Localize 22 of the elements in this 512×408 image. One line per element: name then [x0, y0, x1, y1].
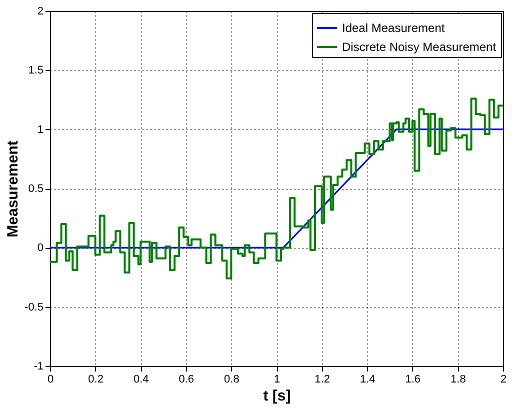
x-tick-label: 1.4 — [360, 374, 376, 386]
x-tick-label: 1.8 — [450, 374, 466, 386]
y-tick-label: 0.5 — [28, 183, 44, 195]
x-tick-label: 0.6 — [178, 374, 194, 386]
legend-label: Discrete Noisy Measurement — [342, 40, 497, 54]
y-tick-label: 1 — [37, 124, 44, 136]
y-tick-label: -1 — [34, 360, 44, 372]
x-tick-label: 0.2 — [88, 374, 104, 386]
x-tick-label: 0.4 — [133, 374, 149, 386]
x-tick-label: 2 — [500, 374, 507, 386]
y-tick-label: -0.5 — [24, 301, 44, 314]
y-tick-label: 2 — [37, 6, 44, 18]
x-tick-label: 1.2 — [314, 374, 330, 386]
y-tick-label: 1.5 — [28, 64, 44, 77]
x-tick-label: 0.8 — [224, 374, 240, 386]
x-tick-label: 0 — [47, 374, 54, 386]
x-tick-label: 1 — [274, 374, 280, 386]
y-tick-label: 0 — [37, 242, 44, 254]
legend-label: Ideal Measurement — [342, 21, 446, 35]
x-tick-label: 1.6 — [405, 374, 421, 386]
x-axis-title: t [s] — [263, 388, 291, 404]
y-axis-title: Measurement — [4, 140, 22, 238]
